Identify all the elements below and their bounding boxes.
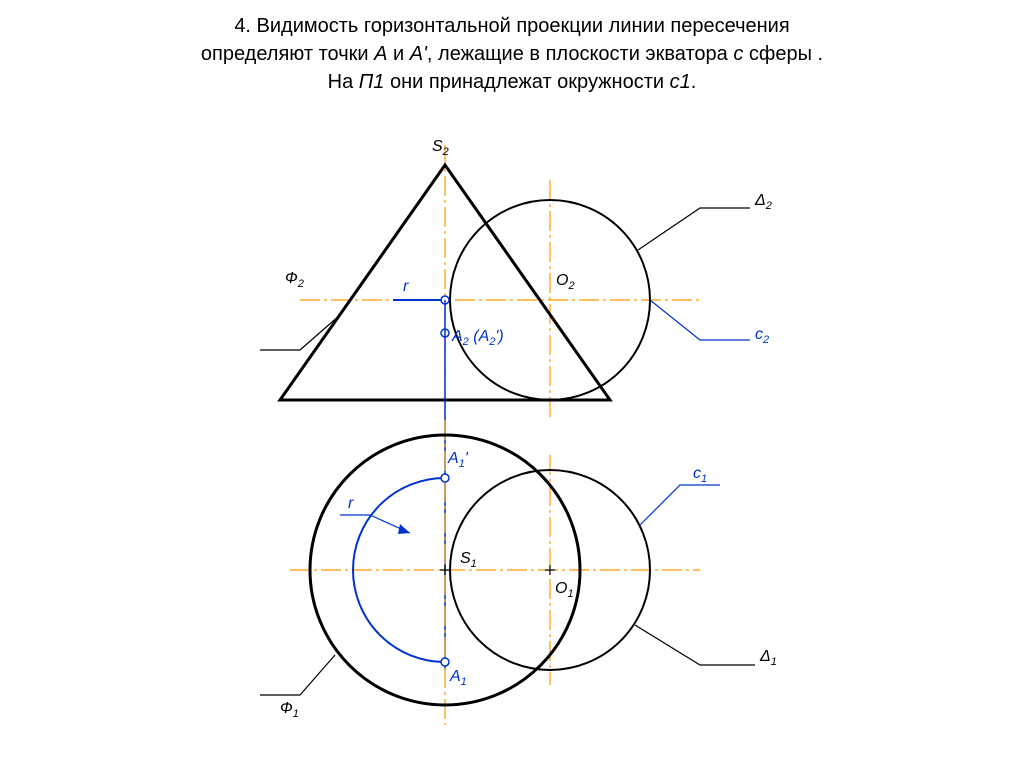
leader-c2 bbox=[650, 300, 750, 340]
label-S2: S2 bbox=[432, 138, 449, 158]
label-Delta2: Δ2 bbox=[755, 192, 772, 212]
label-c2: c2 bbox=[755, 326, 769, 346]
page-title: 4. Видимость горизонтальной проекции лин… bbox=[0, 0, 1024, 96]
title-line2: определяют точки A и A', лежащие в плоск… bbox=[201, 43, 823, 65]
arrow-r-bot bbox=[398, 524, 410, 534]
diagram-area: S2 Ф2 r О2 Δ2 c2 A2 (A2') A1' r S1 О1 c1… bbox=[0, 110, 1024, 760]
leader-delta1 bbox=[635, 625, 755, 665]
marker-A1 bbox=[441, 658, 449, 666]
leader-c1 bbox=[640, 485, 720, 525]
label-r-top: r bbox=[403, 278, 408, 296]
title-line1: 4. Видимость горизонтальной проекции лин… bbox=[234, 15, 789, 37]
label-A1p: A1' bbox=[448, 450, 468, 470]
label-r-bot: r bbox=[348, 495, 353, 513]
label-O2: О2 bbox=[556, 272, 575, 292]
label-Delta1: Δ1 bbox=[760, 648, 777, 668]
leader-phi1 bbox=[260, 655, 335, 695]
label-O1: О1 bbox=[555, 580, 574, 600]
label-c1: c1 bbox=[693, 465, 707, 485]
title-line3: На П1 они принадлежат окружности c1. bbox=[328, 71, 697, 93]
label-Phi1: Ф1 bbox=[280, 700, 299, 720]
marker-A1p bbox=[441, 474, 449, 482]
center-cross-S1 bbox=[440, 565, 450, 575]
diagram-svg bbox=[0, 110, 1024, 760]
leader-delta2 bbox=[638, 208, 750, 250]
label-Phi2: Ф2 bbox=[285, 270, 304, 290]
center-cross-O1 bbox=[545, 565, 555, 575]
label-A2: A2 (A2') bbox=[452, 328, 504, 348]
label-S1: S1 bbox=[460, 550, 477, 570]
label-A1: A1 bbox=[450, 668, 467, 688]
